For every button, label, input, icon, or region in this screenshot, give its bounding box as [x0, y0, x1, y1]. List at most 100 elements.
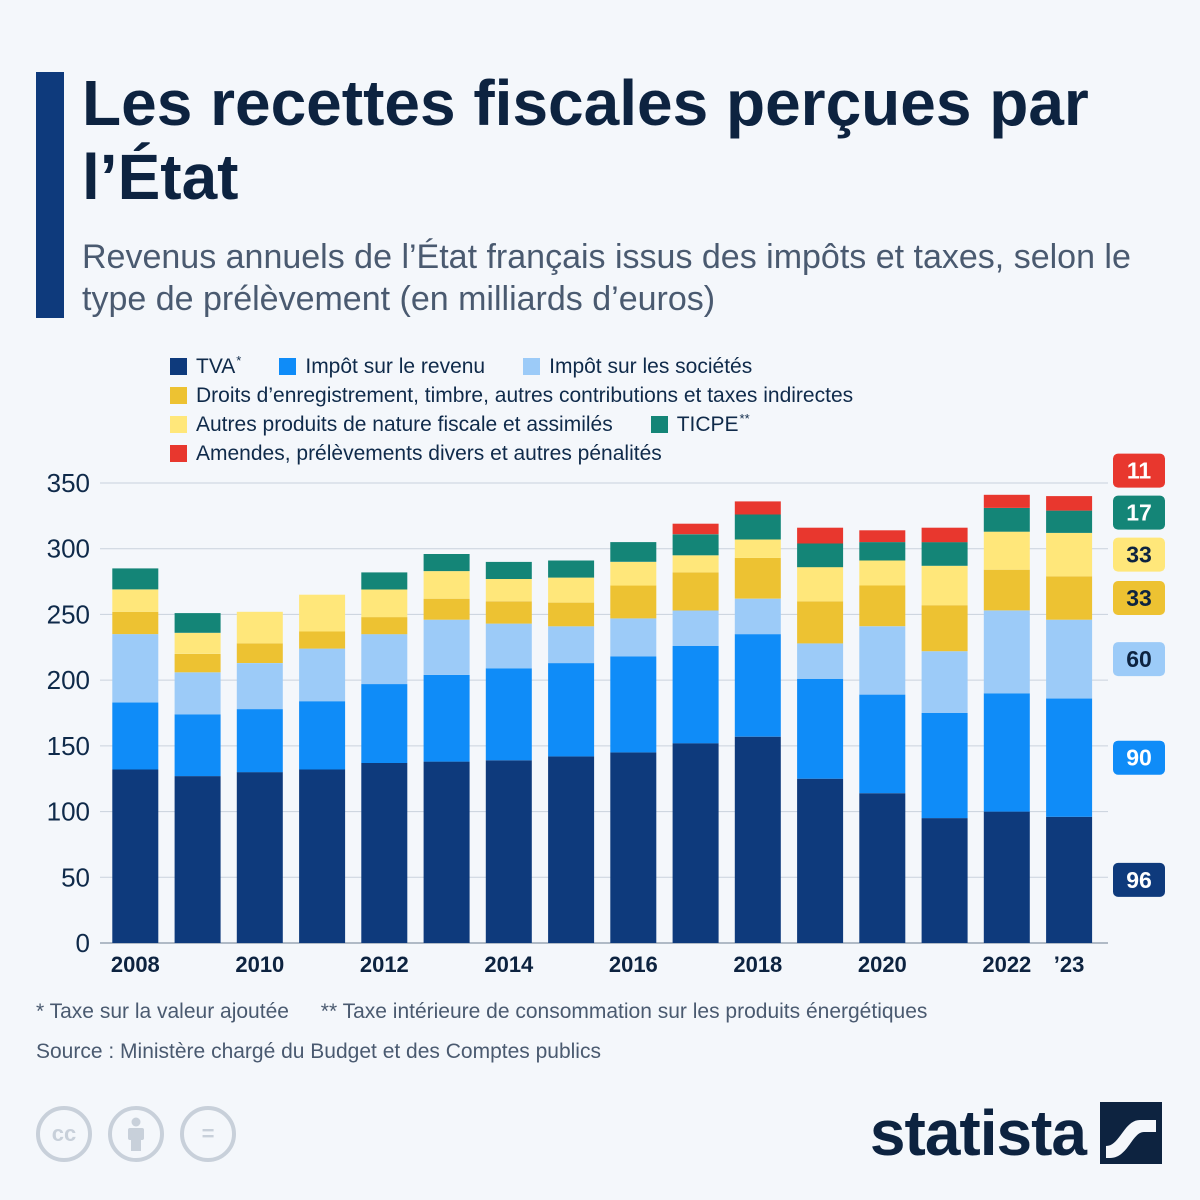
- bar-segment: [610, 585, 657, 619]
- bar-segment: [983, 693, 1030, 812]
- source-note: Source : Ministère chargé du Budget et d…: [36, 1040, 601, 1063]
- license-icons: cc =: [36, 1106, 236, 1162]
- creative-commons-icon[interactable]: cc: [36, 1106, 92, 1162]
- bar-segment: [983, 494, 1030, 508]
- bar-segment: [485, 668, 532, 761]
- y-tick-label: 100: [47, 797, 90, 827]
- legend-label: Impôt sur les sociétés: [549, 355, 753, 378]
- legend-label: TVA*: [196, 353, 242, 378]
- title-accent-bar: [36, 72, 64, 318]
- bar-segment: [361, 617, 408, 635]
- bar-segment: [174, 714, 221, 777]
- bar-segment: [859, 694, 906, 794]
- x-tick-label: 2022: [982, 952, 1031, 977]
- legend-label: Amendes, prélèvements divers et autres p…: [196, 442, 662, 465]
- bar-segment: [921, 818, 968, 943]
- bar-segment: [734, 557, 781, 599]
- bar-segment: [610, 542, 657, 562]
- end-value-label: 90: [1126, 745, 1152, 771]
- bar-segment: [423, 598, 470, 620]
- legend-label: Autres produits de nature fiscale et ass…: [196, 413, 613, 436]
- legend-item: Impôt sur les sociétés: [523, 352, 752, 381]
- y-tick-label: 250: [47, 599, 90, 629]
- bar-segment: [734, 514, 781, 540]
- x-tick-label: 2008: [111, 952, 160, 977]
- attribution-icon[interactable]: [108, 1106, 164, 1162]
- bar-segment: [859, 542, 906, 561]
- y-tick-label: 150: [47, 731, 90, 761]
- end-value-label: 60: [1126, 646, 1152, 672]
- legend-item: Amendes, prélèvements divers et autres p…: [170, 439, 662, 468]
- x-tick-label: 2010: [235, 952, 284, 977]
- bar-segment: [299, 594, 346, 632]
- page-title: Les recettes fiscales perçues par l’État: [82, 67, 1089, 213]
- legend-item: Droits d’enregistrement, timbre, autres …: [170, 381, 853, 410]
- bar-segment: [734, 598, 781, 635]
- legend-label-superscript: *: [236, 353, 242, 368]
- x-tick-label: 2016: [609, 952, 658, 977]
- footnote-tva: * Taxe sur la valeur ajoutée: [36, 1000, 289, 1023]
- bar-segment: [236, 772, 283, 943]
- bar-segment: [112, 634, 159, 703]
- no-derivatives-icon[interactable]: =: [180, 1106, 236, 1162]
- legend-swatch: [279, 358, 297, 375]
- bar-segment: [983, 811, 1030, 943]
- bar-segment: [174, 776, 221, 943]
- legend-item: TVA*: [170, 352, 241, 381]
- footnote-ticpe: ** Taxe intérieure de consommation sur l…: [320, 1000, 928, 1023]
- bar-segment: [423, 619, 470, 675]
- end-value-badge-bg: [1113, 862, 1165, 897]
- end-value-badge-bg: [1113, 740, 1165, 775]
- bar-segment: [610, 656, 657, 753]
- end-value-badge: 60: [1113, 642, 1165, 677]
- bar-segment: [174, 672, 221, 715]
- bar-segment: [299, 769, 346, 943]
- chart-legend: TVA* Impôt sur le revenu Impôt sur les soc…: [170, 352, 1170, 468]
- legend-row: TVA* Impôt sur le revenu Impôt sur les soc…: [170, 352, 1170, 381]
- stacked-bar-chart: 0 50 100 150 200 250 300 350 2008 2010 2012 2014 201…: [47, 453, 1165, 977]
- end-value-badge: 11: [1113, 453, 1165, 488]
- bar-segment: [548, 663, 595, 757]
- bar-segment: [485, 561, 532, 579]
- bar-segment: [423, 571, 470, 599]
- legend-swatch: [170, 416, 187, 433]
- footnotes: * Taxe sur la valeur ajoutée ** Taxe int…: [36, 1000, 927, 1024]
- person-icon: [128, 1117, 144, 1151]
- bar-segment: [797, 567, 844, 602]
- legend-label: TICPE**: [676, 411, 750, 436]
- bar-segment: [734, 501, 781, 515]
- bar-segment: [112, 702, 159, 770]
- statista-brand[interactable]: statista: [870, 1098, 1162, 1168]
- bar-segment: [734, 736, 781, 943]
- bar-segment: [485, 623, 532, 669]
- bar-segment: [672, 610, 719, 646]
- y-tick-label: 300: [47, 534, 90, 564]
- bar-segment: [734, 634, 781, 737]
- legend-item: Impôt sur le revenu: [279, 352, 485, 381]
- bar-segment: [921, 565, 968, 606]
- legend-row: Droits d’enregistrement, timbre, autres …: [170, 381, 1170, 410]
- bar-segment: [1046, 698, 1093, 817]
- bar-segment: [548, 577, 595, 603]
- legend-item: TICPE**: [650, 410, 750, 439]
- bar-segment: [548, 756, 595, 943]
- bar-segment: [485, 760, 532, 943]
- bar-segment: [859, 793, 906, 943]
- bar-segment: [921, 713, 968, 819]
- bar-segment: [361, 762, 408, 943]
- legend-row: Amendes, prélèvements divers et autres p…: [170, 439, 1170, 468]
- bar-segment: [548, 626, 595, 664]
- x-tick-label: 2020: [858, 952, 907, 977]
- bar-segment: [1046, 619, 1093, 699]
- bar-segment: [921, 651, 968, 713]
- bar-segment: [921, 527, 968, 543]
- bar-segment: [548, 602, 595, 627]
- bar-segment: [859, 530, 906, 543]
- end-value-badge: 33: [1113, 581, 1165, 615]
- page-subtitle: Revenus annuels de l’État français issus…: [82, 238, 1131, 318]
- bar-segment: [797, 778, 844, 943]
- bar-segment: [361, 572, 408, 590]
- bar-segment: [672, 646, 719, 744]
- bar-segment: [672, 555, 719, 573]
- end-value-badge: 33: [1113, 537, 1165, 572]
